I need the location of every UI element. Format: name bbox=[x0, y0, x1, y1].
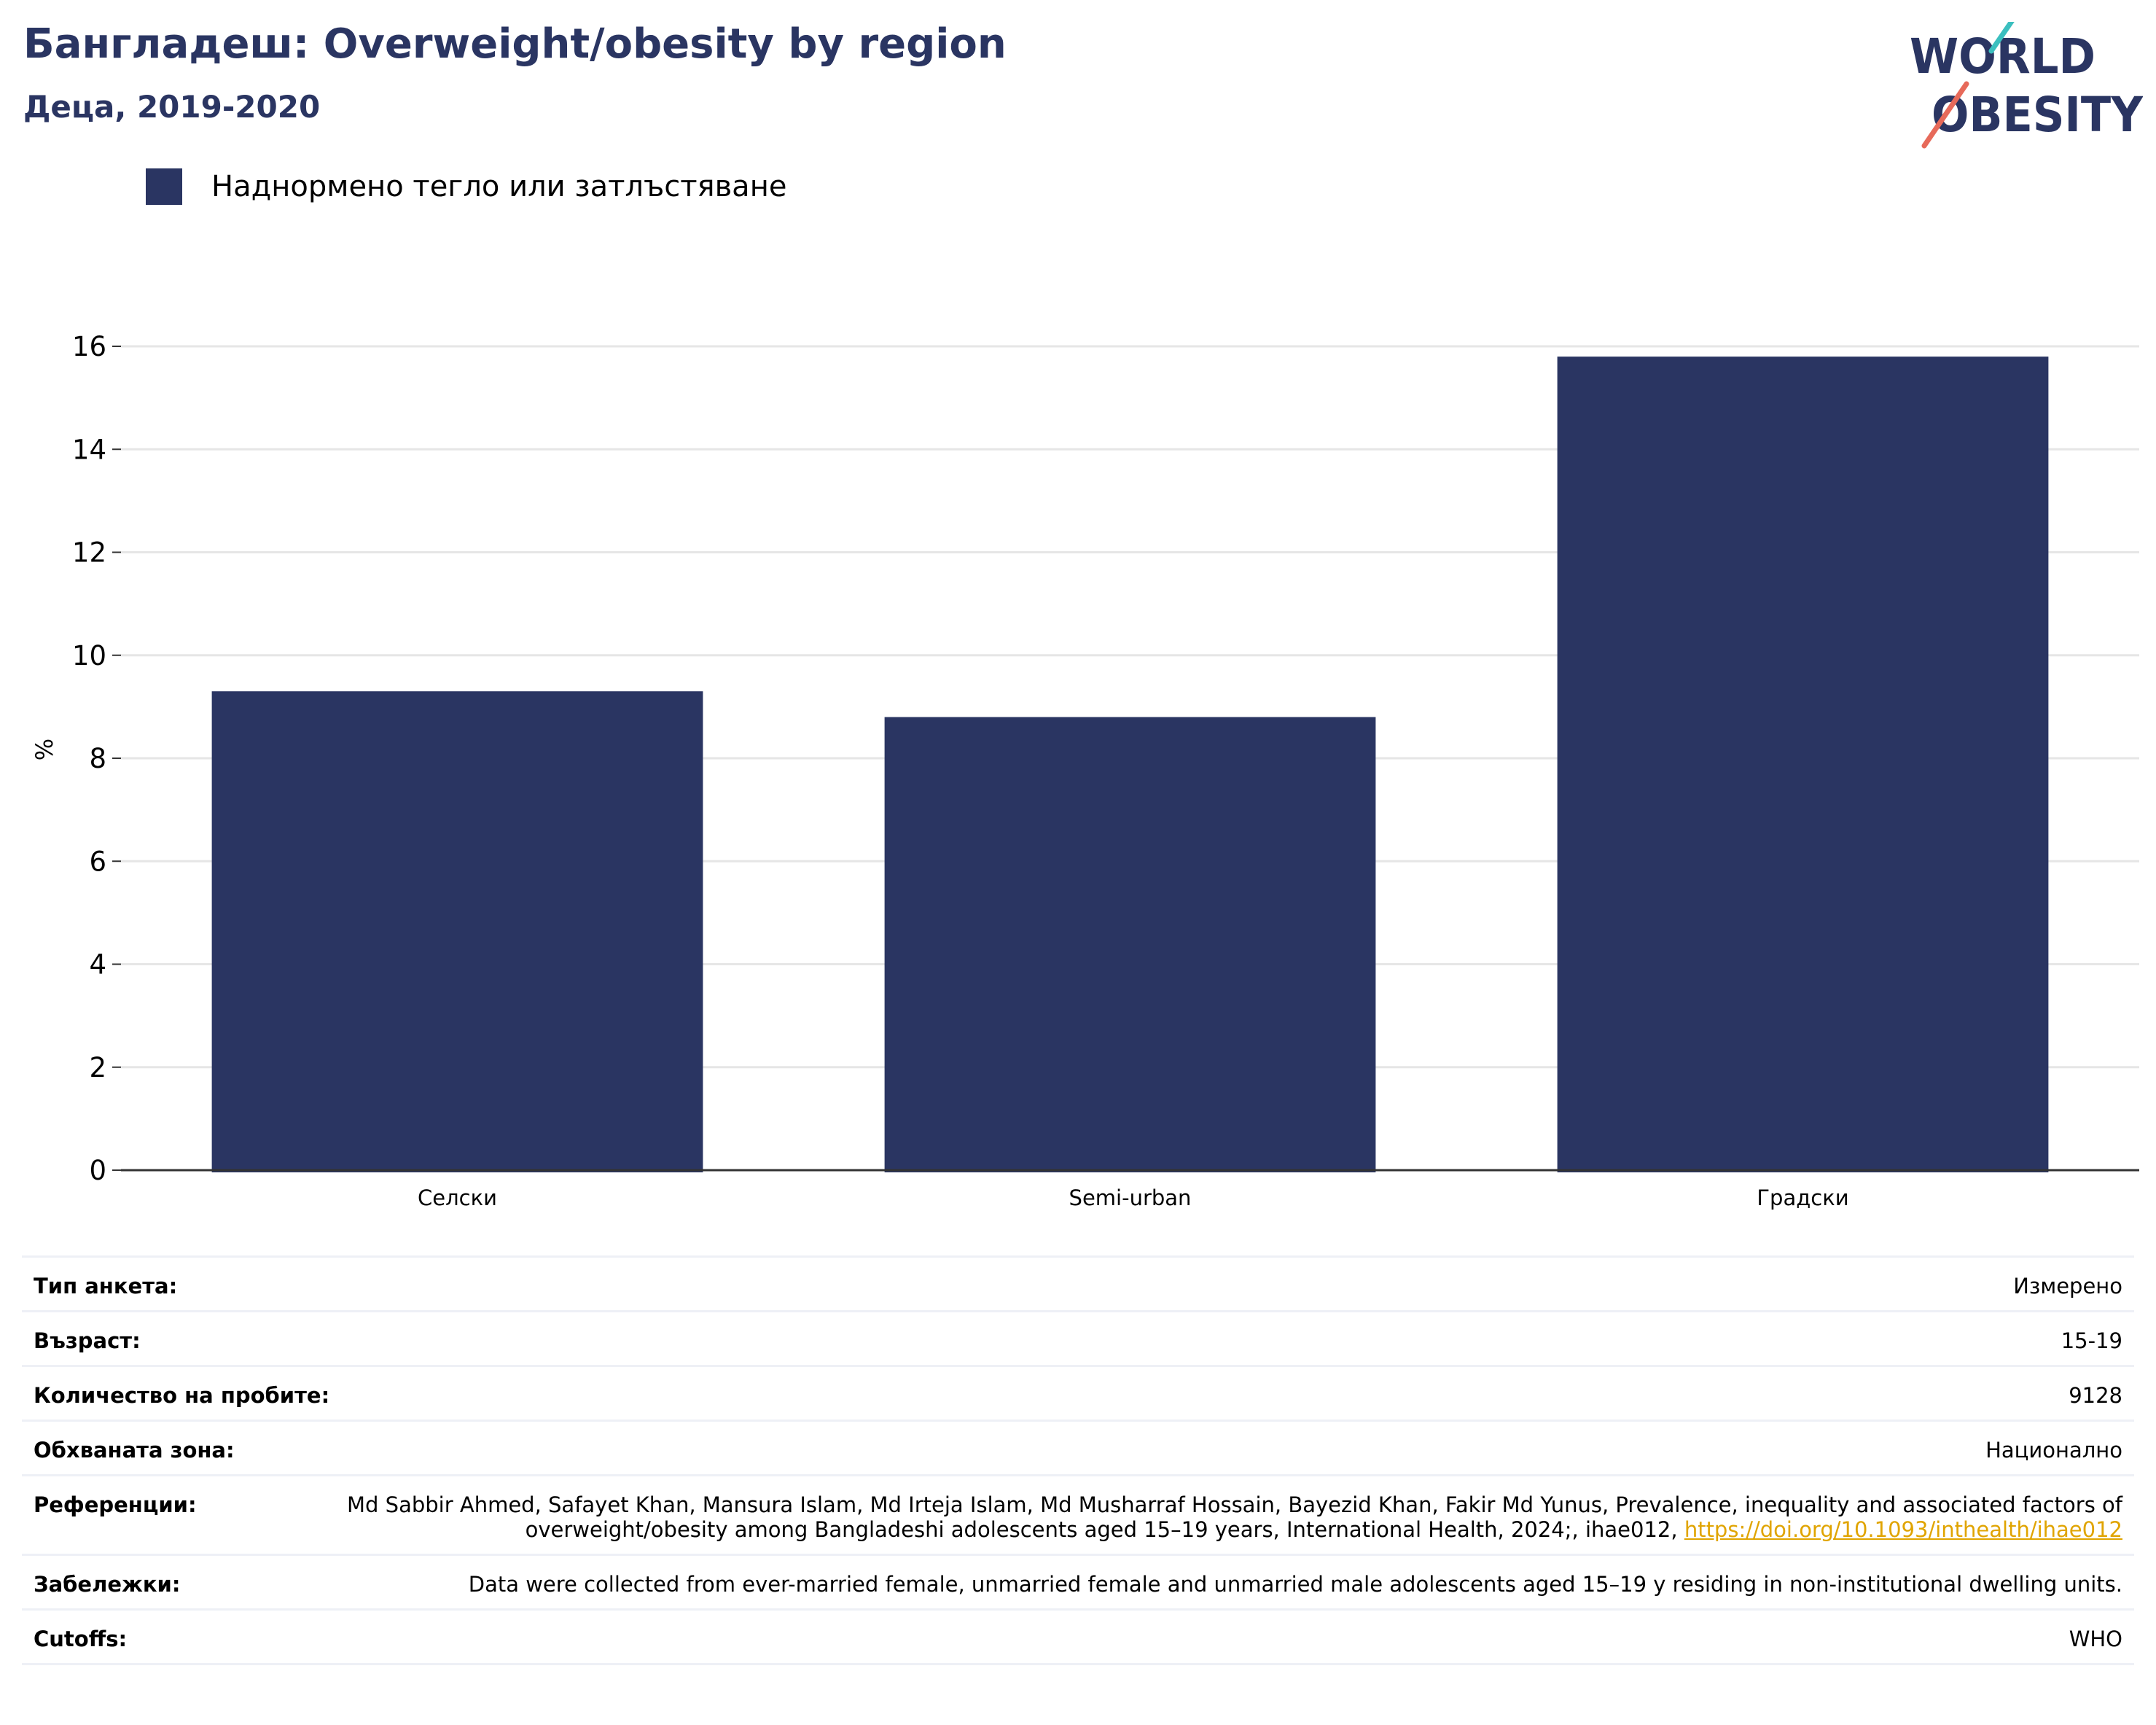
info-value-text: 15-19 bbox=[2061, 1328, 2122, 1353]
info-value-text: Data were collected from ever-married fe… bbox=[468, 1572, 2122, 1597]
info-row: Възраст: 15-19 bbox=[22, 1312, 2134, 1367]
info-value: Data were collected from ever-married fe… bbox=[224, 1572, 2122, 1597]
y-tick-label: 2 bbox=[89, 1052, 106, 1083]
info-label: Обхваната зона: bbox=[34, 1438, 235, 1463]
info-value: WHO bbox=[171, 1627, 2122, 1651]
info-label: Тип анкета: bbox=[34, 1274, 178, 1298]
logo-slash-coral bbox=[1921, 81, 1969, 149]
x-tick-label: Semi-urban bbox=[1069, 1185, 1192, 1210]
page-subtitle: Деца, 2019-2020 bbox=[23, 89, 321, 125]
info-label: Възраст: bbox=[34, 1328, 141, 1353]
x-tick-label: Градски bbox=[1757, 1185, 1848, 1210]
info-value-text: Md Sabbir Ahmed, Safayet Khan, Mansura I… bbox=[347, 1492, 2122, 1542]
info-table: Тип анкета: Измерено Възраст: 15-19 Количест… bbox=[22, 1255, 2134, 1665]
info-label: Референции: bbox=[34, 1492, 197, 1517]
info-value-text: WHO bbox=[2069, 1627, 2122, 1651]
legend-swatch bbox=[146, 168, 182, 205]
y-tick-label: 6 bbox=[89, 846, 106, 877]
info-label: Забележки: bbox=[34, 1572, 181, 1597]
y-tick-label: 4 bbox=[89, 949, 106, 981]
page-title: Бангладеш: Overweight/obesity by region bbox=[23, 20, 1007, 68]
y-tick-label: 12 bbox=[72, 537, 106, 569]
axes: 0 2 4 6 8 10 12 14 16 Селски Semi-urban Градски bbox=[72, 331, 2139, 1210]
bars bbox=[211, 357, 2049, 1173]
info-row: Забележки: Data were collected from ever-… bbox=[22, 1556, 2134, 1611]
info-value-text: Измерено bbox=[2013, 1274, 2122, 1298]
info-row: Тип анкета: Измерено bbox=[22, 1258, 2134, 1312]
info-value: 15-19 bbox=[184, 1328, 2122, 1353]
info-row: Обхваната зона: Национално bbox=[22, 1422, 2134, 1476]
bar-chart: 0 2 4 6 8 10 12 14 16 Селски Semi-urban Градски % bbox=[31, 331, 2139, 1210]
reference-link[interactable]: https://doi.org/10.1093/inthealth/ihae01… bbox=[1684, 1517, 2122, 1542]
logo-text-obesity: OBESITY bbox=[1932, 87, 2143, 143]
info-row: Cutoffs: WHO bbox=[22, 1611, 2134, 1665]
bar[interactable] bbox=[884, 717, 1376, 1173]
info-row: Количество на пробите: 9128 bbox=[22, 1367, 2134, 1422]
info-value-text: Национално bbox=[1985, 1438, 2122, 1463]
x-tick-label: Селски bbox=[418, 1185, 497, 1210]
world-obesity-logo: WORLD OBESITY bbox=[1910, 22, 2143, 149]
bar[interactable] bbox=[1557, 357, 2049, 1172]
y-axis-label: % bbox=[31, 739, 58, 760]
y-tick-label: 0 bbox=[89, 1155, 106, 1186]
info-row: Референции: Md Sabbir Ahmed, Safayet Khan… bbox=[22, 1476, 2134, 1556]
info-label: Количество на пробите: bbox=[34, 1383, 330, 1408]
y-tick-label: 16 bbox=[72, 331, 106, 362]
y-tick-label: 10 bbox=[72, 640, 106, 671]
info-value: Измерено bbox=[221, 1274, 2122, 1298]
y-tick-label: 14 bbox=[72, 434, 106, 465]
bar[interactable] bbox=[211, 691, 703, 1172]
info-value: 9128 bbox=[373, 1383, 2122, 1408]
y-tick-label: 8 bbox=[89, 743, 106, 774]
info-value-text: 9128 bbox=[2069, 1383, 2122, 1408]
chart-legend: Наднормено тегло или затлъстяване bbox=[146, 166, 786, 207]
logo-slash-teal bbox=[1988, 22, 2015, 54]
info-value: Md Sabbir Ahmed, Safayet Khan, Mansura I… bbox=[241, 1492, 2122, 1542]
info-label: Cutoffs: bbox=[34, 1627, 128, 1651]
info-value: Национално bbox=[278, 1438, 2122, 1463]
legend-label: Наднормено тегло или затлъстяване bbox=[211, 170, 787, 203]
